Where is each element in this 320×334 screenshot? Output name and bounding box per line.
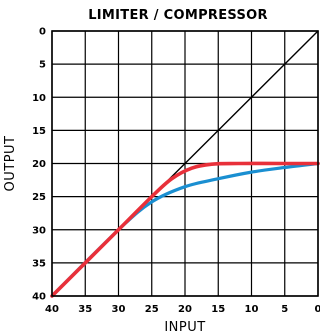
curves [50, 30, 320, 298]
chart-title: LIMITER / COMPRESSOR [88, 8, 268, 23]
y-axis-ticks: 0 5 10 15 20 25 30 35 40 [32, 27, 46, 303]
x-tick-label: 0 [315, 304, 320, 315]
y-tick-label: 30 [32, 225, 46, 236]
y-tick-label: 35 [32, 258, 46, 269]
x-tick-label: 10 [245, 304, 259, 315]
x-axis-label: INPUT [164, 320, 205, 334]
x-tick-label: 25 [145, 304, 159, 315]
x-axis-ticks: 40 35 30 25 20 15 10 5 0 [45, 304, 320, 315]
y-tick-label: 10 [32, 93, 46, 104]
y-tick-label: 20 [32, 159, 46, 170]
x-tick-label: 5 [281, 304, 288, 315]
x-tick-label: 35 [78, 304, 92, 315]
y-axis-label: OUTPUT [3, 136, 18, 192]
y-tick-label: 25 [32, 192, 46, 203]
x-tick-label: 15 [211, 304, 225, 315]
x-tick-label: 20 [178, 304, 192, 315]
x-tick-label: 40 [45, 304, 59, 315]
plot-frame [51, 30, 319, 297]
y-tick-label: 15 [32, 126, 46, 137]
limiter-curve [50, 161, 320, 298]
y-tick-label: 5 [39, 60, 46, 71]
y-tick-label: 0 [39, 27, 46, 38]
x-tick-label: 30 [112, 304, 126, 315]
y-tick-label: 40 [32, 292, 46, 303]
